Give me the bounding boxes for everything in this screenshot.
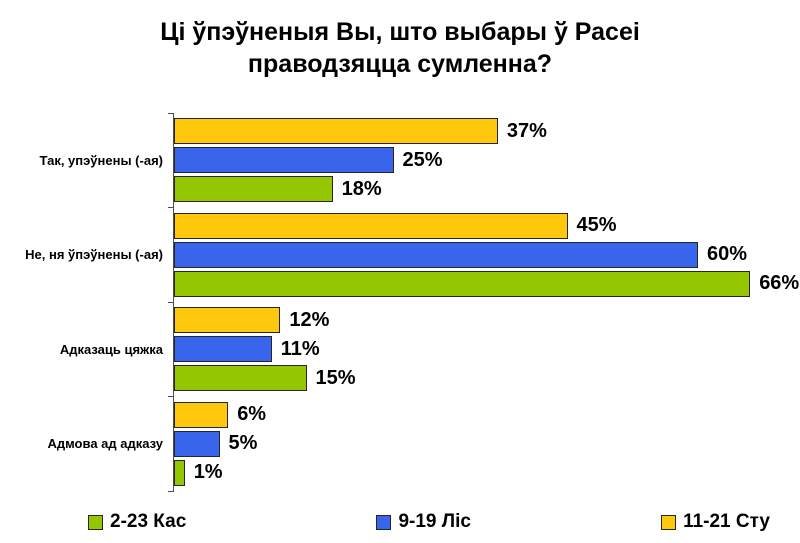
chart-title-line1: Ці ўпэўненыя Вы, што выбары ў Расеі — [160, 18, 640, 46]
category-group: 37% 25% 18% — [174, 113, 800, 208]
bar-value-label: 60% — [707, 243, 748, 266]
bar-row: 5% — [174, 430, 800, 457]
legend-item: 9-19 Ліс — [376, 511, 471, 533]
legend-label: 2-23 Кас — [110, 511, 187, 532]
bar-2-23 Кас — [174, 176, 333, 203]
legend: 2-23 Кас 9-19 Ліс 11-21 Сту — [88, 509, 770, 535]
legend-swatch-icon — [661, 514, 677, 530]
legend-swatch-icon — [376, 514, 392, 530]
axis-tick — [168, 112, 174, 114]
bar-9-19 Ліс — [174, 241, 698, 268]
bar-row: 66% — [174, 270, 800, 297]
legend-item: 2-23 Кас — [88, 511, 186, 533]
bar-row: 18% — [174, 176, 800, 203]
axis-tick — [168, 207, 174, 208]
legend-item: 11-21 Сту — [661, 511, 770, 533]
bar-value-label: 66% — [759, 272, 800, 295]
bar-row: 1% — [174, 459, 800, 486]
category-group: 6% 5% 1% — [174, 397, 800, 492]
bar-row: 45% — [174, 212, 800, 239]
bar-9-19 Ліс — [174, 336, 272, 363]
category-axis-line — [168, 112, 174, 492]
category-label: Не, ня ўпэўнены (-ая) — [25, 247, 163, 263]
legend-swatch-icon — [88, 514, 103, 530]
bar-2-23 Кас — [174, 365, 307, 392]
legend-label: 11-21 Сту — [683, 511, 770, 532]
category-label: Адмова ад адказу — [47, 436, 163, 452]
bar-row: 15% — [174, 365, 800, 392]
bar-11-21 Сту — [174, 401, 229, 428]
axis-tick — [168, 301, 174, 303]
bar-row: 6% — [174, 401, 800, 428]
bar-11-21 Сту — [174, 212, 568, 239]
bar-value-label: 11% — [280, 337, 320, 360]
plot-area: 37% 25% 18% 45% 60% 66% 12% 11% 15% 6% 5% 1% — [174, 113, 800, 491]
chart-title-line2: праводзяцца сумленна? — [247, 50, 553, 78]
bar-value-label: 15% — [315, 366, 356, 389]
bar-value-label: 5% — [228, 432, 258, 455]
legend-label: 9-19 Ліс — [398, 511, 471, 532]
category-axis-labels: Так, упэўнены (-ая) Не, ня ўпэўнены (-ая)… — [0, 113, 163, 491]
category-group: 12% 11% 15% — [174, 302, 800, 397]
axis-tick — [168, 396, 174, 397]
bar-value-label: 1% — [193, 461, 223, 484]
bar-value-label: 45% — [576, 214, 617, 237]
bar-row: 11% — [174, 336, 800, 363]
bar-value-label: 18% — [341, 177, 382, 200]
chart-title: Ці ўпэўненыя Вы, што выбары ў Расеі прав… — [0, 16, 800, 80]
bar-row: 12% — [174, 307, 800, 334]
bar-11-21 Сту — [174, 307, 281, 334]
bar-value-label: 25% — [402, 148, 443, 171]
bar-row: 25% — [174, 147, 800, 174]
bar-value-label: 6% — [237, 403, 267, 426]
bar-row: 37% — [174, 118, 800, 145]
bar-row: 60% — [174, 241, 800, 268]
category-label: Адказаць цяжка — [59, 341, 163, 357]
bar-value-label: 12% — [289, 308, 330, 331]
category-label: Так, упэўнены (-ая) — [39, 152, 163, 168]
bar-value-label: 37% — [506, 119, 547, 142]
bar-11-21 Сту — [174, 118, 498, 145]
bar-9-19 Ліс — [174, 147, 394, 174]
bar-9-19 Ліс — [174, 430, 220, 457]
category-group: 45% 60% 66% — [174, 208, 800, 303]
bar-2-23 Кас — [174, 270, 751, 297]
bar-2-23 Кас — [174, 459, 185, 486]
axis-tick — [168, 490, 174, 492]
